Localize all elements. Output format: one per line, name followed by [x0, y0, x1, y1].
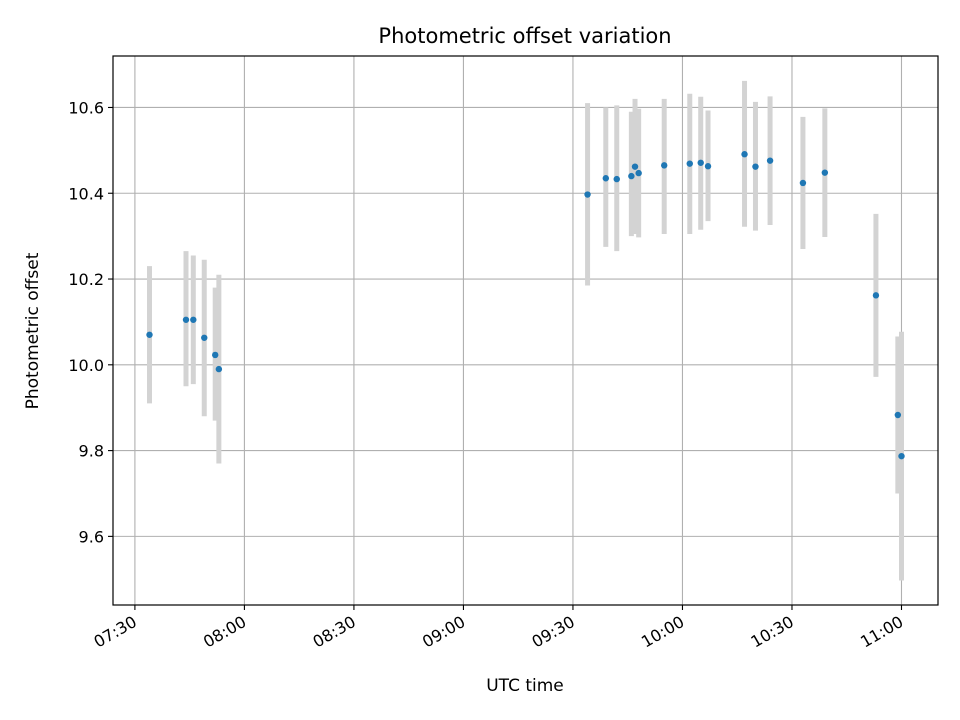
data-point [215, 365, 223, 373]
y-axis-label: Photometric offset [23, 252, 43, 409]
x-tick-label: 08:30 [309, 612, 358, 652]
data-point [766, 157, 774, 164]
x-tick-label: 07:30 [90, 612, 139, 652]
x-tick-label: 08:00 [200, 612, 249, 652]
data-point [697, 159, 704, 166]
plot-area-frame [112, 55, 939, 606]
x-tick-label: 10:00 [638, 612, 687, 652]
data-point [898, 452, 905, 460]
y-tick-label: 9.8 [79, 442, 104, 461]
data-point [631, 163, 639, 170]
data-point [613, 175, 620, 183]
data-point [628, 172, 635, 180]
data-point [602, 175, 610, 182]
data-point [212, 351, 219, 359]
y-tick-label: 10.0 [68, 356, 104, 375]
data-point [584, 191, 591, 198]
y-tick-label: 9.6 [79, 527, 104, 546]
x-tick-label: 09:30 [529, 612, 578, 652]
data-point [686, 160, 693, 167]
data-point [190, 316, 197, 323]
y-axis-ticks: 9.6 9.8 10.0 10.2 10.4 10.6 [68, 98, 113, 546]
data-point [821, 169, 829, 176]
grid-lines [113, 56, 938, 605]
x-tick-label: 10:30 [748, 612, 797, 652]
data-point [201, 334, 208, 341]
data-point [635, 169, 642, 177]
chart-title: Photometric offset variation [378, 24, 671, 48]
data-point [146, 331, 153, 338]
data-point [704, 163, 712, 170]
data-point [661, 162, 668, 169]
data-point [799, 179, 807, 187]
y-tick-label: 10.4 [68, 184, 104, 203]
data-point [741, 151, 748, 158]
y-tick-label: 10.6 [68, 98, 104, 117]
x-tick-label: 09:00 [419, 612, 468, 652]
data-point [894, 411, 902, 419]
x-tick-label: 11:00 [857, 612, 906, 652]
x-axis-label: UTC time [486, 676, 564, 696]
error-bars [147, 80, 904, 581]
data-point [872, 292, 880, 299]
data-points [146, 151, 905, 460]
data-point [182, 316, 190, 323]
data-point [752, 163, 759, 170]
y-tick-label: 10.2 [68, 270, 104, 289]
x-axis-ticks: 07:30 08:00 08:30 09:00 09:30 10:00 10:30 11:00 [90, 605, 906, 652]
